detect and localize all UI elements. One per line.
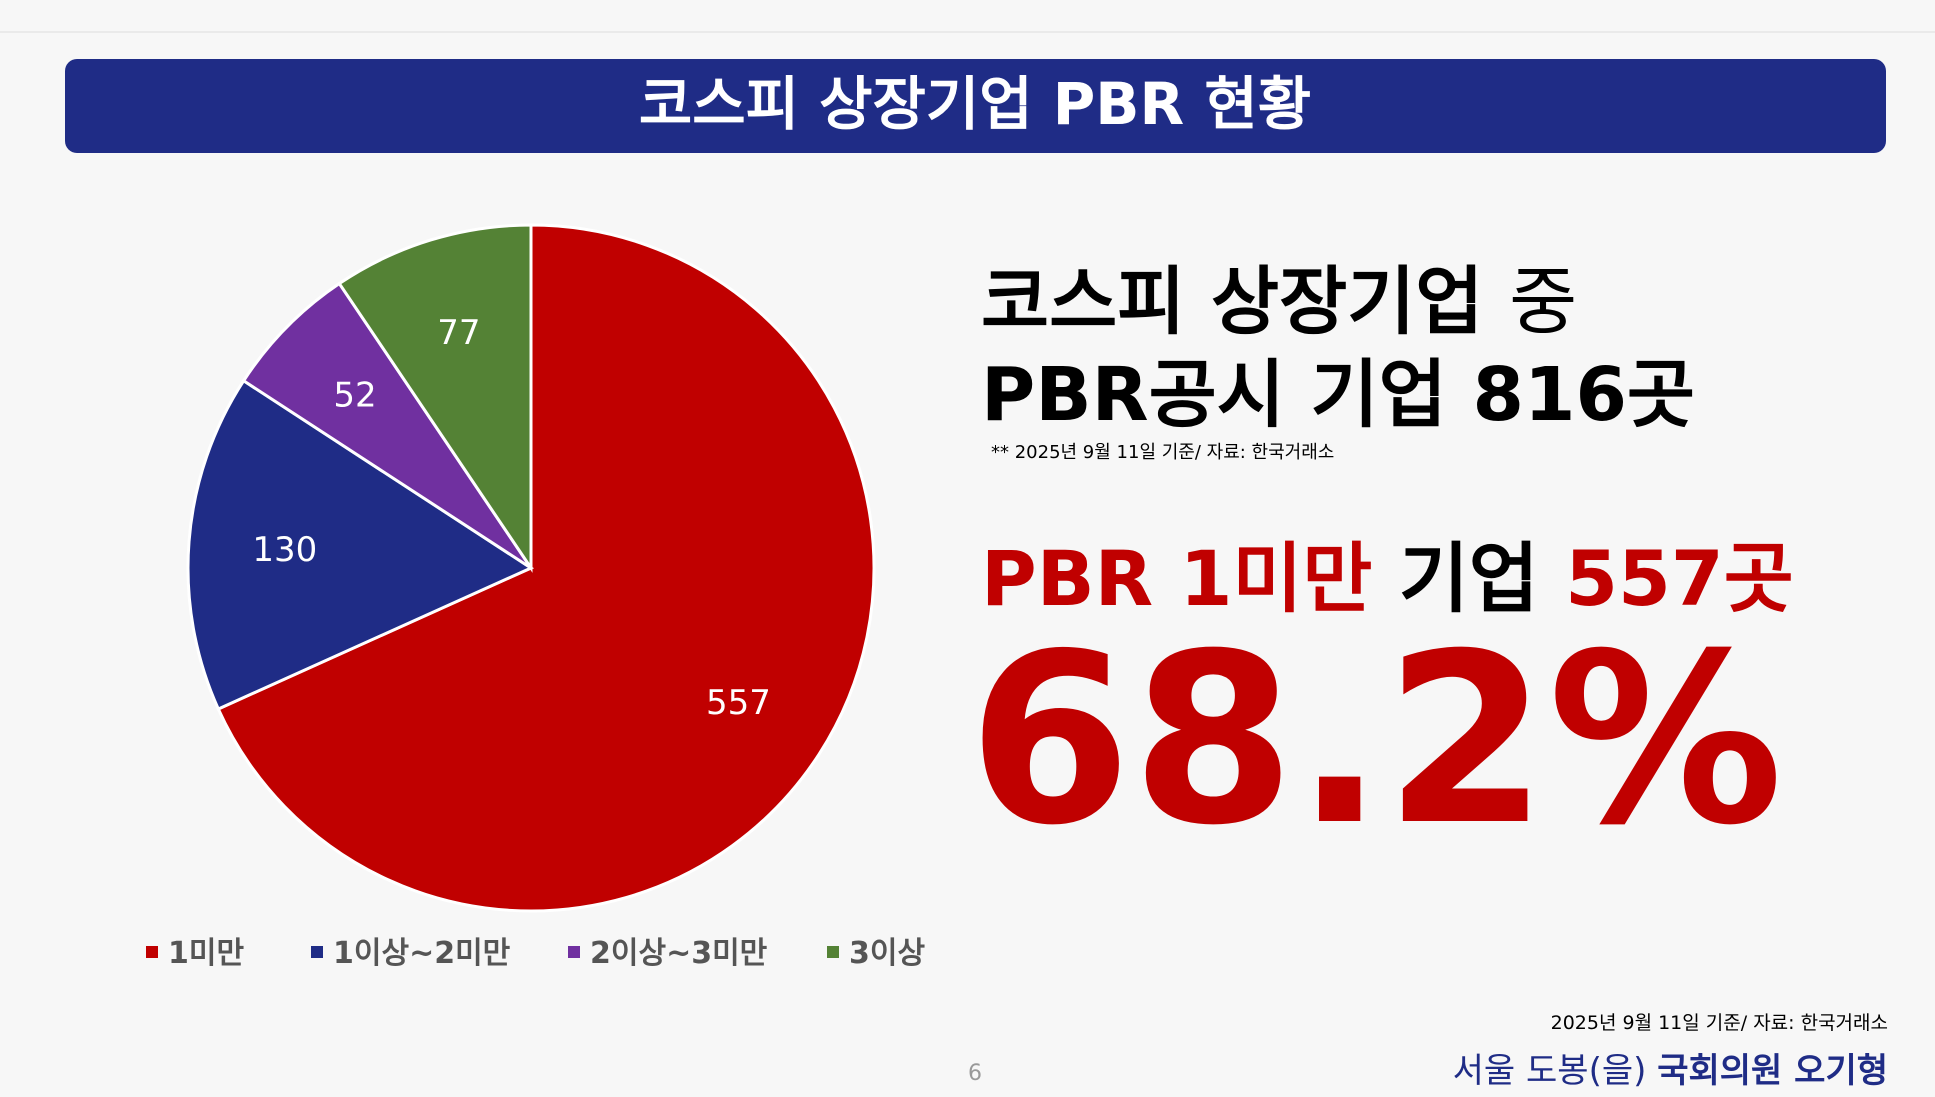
highlight-b: 기업 [1399,534,1539,623]
slice-label: 557 [706,683,771,723]
highlight-a: PBR 1미만 [981,534,1372,623]
footer-name: 서울 도봉(을) 국회의원 오기형 [1453,1051,1888,1091]
slice-label: 130 [252,530,317,570]
legend-label: 2이상~3미만 [590,936,768,971]
footer-source: 2025년 9월 11일 기준/ 자료: 한국거래소 [1551,1012,1888,1034]
page-number: 6 [968,1061,982,1086]
slice-label: 77 [437,313,480,353]
legend-label: 3이상 [849,936,925,971]
legend: 1미만 1이상~2미만 2이상~3미만 3이상 [146,936,925,971]
legend-swatch [311,946,323,958]
share: 68.2% [968,604,1783,877]
member: 국회의원 오기형 [1657,1051,1888,1091]
pie-slice [241,281,533,570]
pie-slice [186,378,535,711]
pie: 557 130 52 77 [186,223,876,913]
highlight: PBR 1미만 기업 557곳 [981,534,1794,623]
headline-2: PBR공시 기업 816곳 [981,352,1695,438]
highlight-c: 557곳 [1565,534,1794,623]
headline-1: 코스피 상장기업 중 [981,259,1577,345]
slice-label: 52 [333,376,376,416]
headline-rest: 중 [1509,259,1577,345]
legend-swatch [827,946,839,958]
pie-slice [337,223,533,573]
legend-swatch [568,946,580,958]
legend-swatch [146,946,158,958]
headline-bold: 코스피 상장기업 [981,259,1483,345]
title-bar [65,59,1886,153]
legend-label: 1이상~2미만 [333,936,511,971]
title: 코스피 상장기업 PBR 현황 [639,70,1311,138]
pie-slice [216,223,876,913]
legend-label: 1미만 [168,936,244,971]
district: 서울 도봉(을) [1453,1051,1647,1091]
note: ** 2025년 9월 11일 기준/ 자료: 한국거래소 [991,442,1334,463]
